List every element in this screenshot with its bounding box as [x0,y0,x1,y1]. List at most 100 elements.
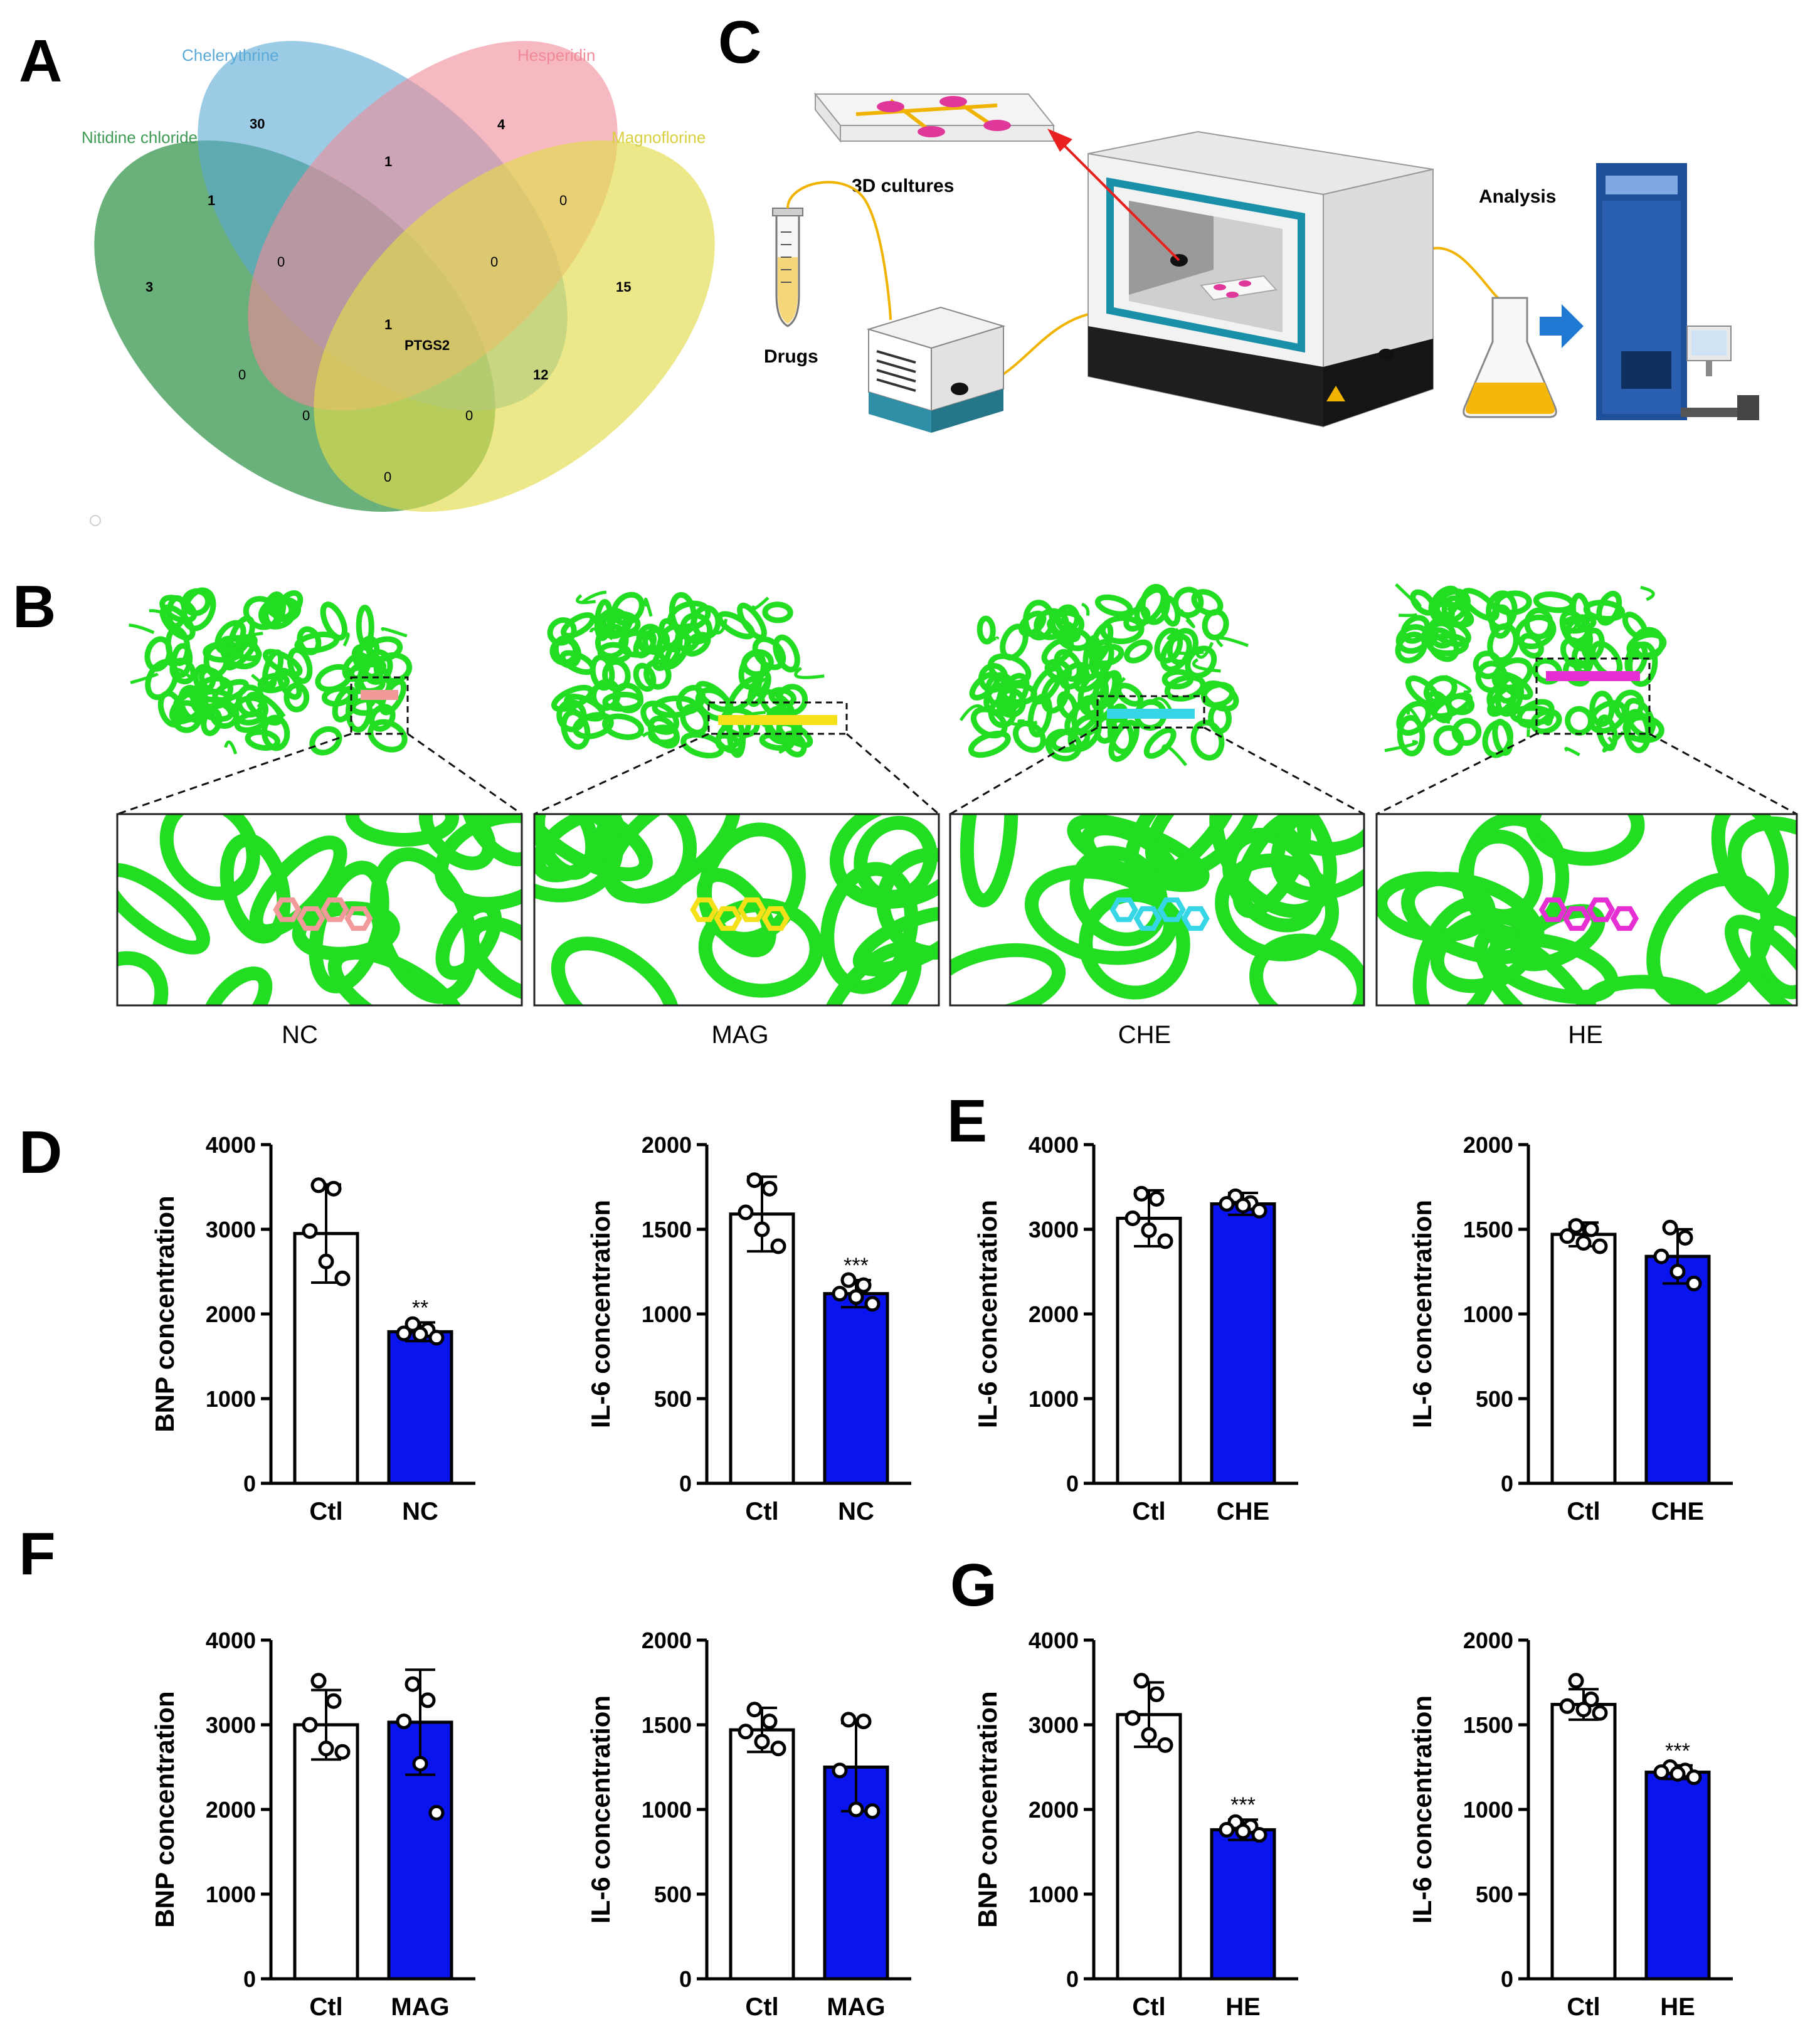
protein-helix [220,833,291,944]
protein-helix [551,936,680,1005]
y-tick-label: 2000 [642,1132,692,1158]
venn-count-chelerythrine-only: 30 [250,116,265,132]
x-category-label: HE [1660,1993,1695,2021]
significance-label: *** [1665,1739,1690,1763]
y-tick-label: 0 [679,1471,692,1496]
x-category-label: Ctl [745,1498,778,1525]
protein-loop [342,632,350,647]
data-point [1583,1221,1599,1237]
data-point [396,1713,412,1730]
y-axis-label: IL-6 concentration [1407,1695,1437,1924]
y-tick-label: 3000 [1029,1217,1079,1242]
schematic-label-analysis: Analysis [1479,186,1556,207]
binding-site-box [707,701,848,735]
protein-loop [149,609,172,618]
data-point [832,1762,848,1779]
x-category-label: NC [402,1498,438,1525]
protein-helix [1489,604,1513,639]
protein-helix [1232,814,1311,919]
significance-label: *** [844,1254,869,1278]
data-point [1235,1197,1251,1214]
protein-helix [159,814,260,901]
protein-helix [1518,633,1544,659]
data-point [302,1223,318,1239]
ligand-ring [344,906,373,931]
data-point [318,1740,334,1757]
protein-helix [1433,725,1464,756]
protein-helix [1397,714,1426,756]
data-point [1686,1275,1702,1291]
chart-g-2: 0 500 1000 1500 2000 IL-6 concentration Ctl ***… [1407,1628,1733,2021]
protein-loop [642,731,662,745]
protein-helix [165,626,191,666]
data-point [1583,1692,1599,1707]
x-category-label: Ctl [1567,1993,1600,2021]
protein-helix [676,684,706,715]
venn-count-che-mag: 12 [533,367,548,383]
bar-ctl [293,1723,359,1981]
schematic-label-3d-cultures: 3D cultures [852,176,954,196]
protein-helix [169,688,208,725]
protein-loop [1215,636,1249,648]
zoom-frame [533,813,940,1007]
protein-helix [659,618,683,653]
protein-loop [613,625,630,637]
protein-loop [1180,609,1195,628]
venn-set-label-magnoflorine: Magnoflorine [611,128,706,147]
data-point [738,1204,754,1221]
y-tick-label: 1500 [642,1217,692,1242]
ligand-ring [714,906,743,931]
protein-loop [175,668,194,681]
docking-zoom-che [949,813,1365,1007]
docking-zoom-mag [533,813,940,1007]
data-point [412,1326,428,1342]
protein-helix [1622,714,1664,743]
bar-charts: 0 1000 2000 3000 4000 BNP concentration Ctl ** N… [150,1132,1733,2021]
data-point [1219,1196,1235,1212]
y-tick-label: 0 [243,1471,256,1496]
red-arrow [1062,143,1180,262]
venn-set-label-hesperidin: Hesperidin [517,46,595,65]
docking-zoom-nc [116,813,523,1007]
ligand-ring [1562,906,1592,931]
organ-chip-schematic: 3D cultures Drugs [764,92,1759,433]
x-category-label: CHE [1217,1498,1269,1525]
protein-helix [1124,639,1153,664]
protein-helix [1430,910,1538,993]
data-point [1568,1218,1584,1234]
docking-label-nc: NC [282,1021,318,1049]
y-tick-label: 2000 [642,1628,692,1653]
protein-helix [435,898,502,980]
protein-helix [876,847,939,960]
bar-nc [823,1292,889,1485]
protein-helix [1514,614,1557,650]
protein-loop [1081,602,1090,617]
bar-nc [387,1330,453,1485]
protein-helix [1108,719,1140,762]
y-tick-label: 0 [679,1966,692,1992]
protein-loop [580,590,607,605]
chart-e-2: 0 500 1000 1500 2000 IL-6 concentration Ctl CHE [1407,1132,1733,1525]
y-tick-label: 1500 [1463,1217,1513,1242]
x-category-label: Ctl [309,1498,342,1525]
docking-structure-nc: NC [116,587,523,1049]
protein-loop [170,659,177,668]
protein-helix [602,691,643,712]
protein-helix [1023,600,1055,641]
zoom-line-left [117,733,352,815]
culture-chip-illustration [813,92,1055,143]
data-point [1141,1222,1157,1238]
y-tick-label: 0 [1066,1966,1079,1992]
protein-helix [1190,719,1225,761]
y-axis-label: IL-6 concentration [973,1200,1002,1428]
protein-helix [1441,595,1471,628]
protein-helix [1496,671,1533,701]
y-axis-label: BNP concentration [150,1691,179,1927]
venn-count-nc-mag: 0 [384,469,391,485]
protein-helix [369,847,479,1004]
protein-helix [262,649,284,687]
chart-f-2: 0 500 1000 1500 2000 IL-6 concentration Ctl MAG [586,1628,911,2021]
docking-zoom-he [1375,813,1798,1007]
protein-helix [820,862,919,994]
protein-helix [201,707,223,736]
